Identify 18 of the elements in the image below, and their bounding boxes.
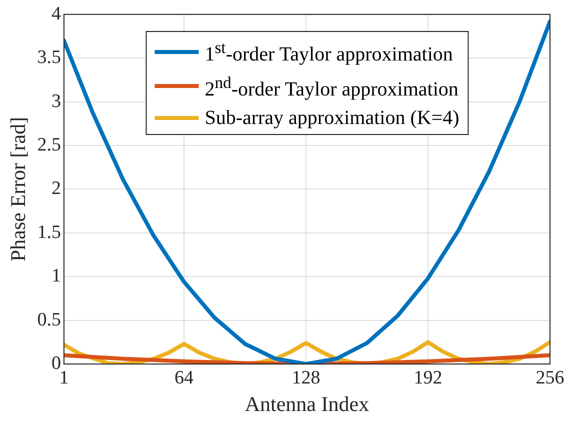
legend-label: 2$^{nd}$-order Taylor approximation [204, 72, 458, 103]
y-tick-label: 1.5 [37, 222, 61, 243]
legend-label: 1$^{st}$-order Taylor approximation [204, 37, 453, 68]
x-axis-title: Antenna Index [244, 392, 370, 416]
x-tick-label: 128 [292, 367, 320, 388]
x-tick-label: 256 [536, 367, 564, 388]
y-axis-title: Phase Error [rad] [6, 116, 30, 262]
y-tick-label: 3.5 [37, 47, 61, 68]
y-tick-label: 2.5 [37, 134, 61, 156]
y-tick-label: 1 [51, 266, 61, 287]
y-tick-label: 0.5 [37, 309, 61, 330]
y-tick-label: 4 [51, 3, 62, 24]
x-tick-label: 64 [174, 367, 194, 388]
y-tick-label: 2 [51, 178, 61, 200]
legend-label: Sub-array approximation (K=4) [204, 106, 460, 131]
x-tick-label: 192 [414, 367, 442, 388]
y-tick-label: 3 [51, 90, 61, 112]
y-tick-label: 0 [51, 352, 61, 374]
